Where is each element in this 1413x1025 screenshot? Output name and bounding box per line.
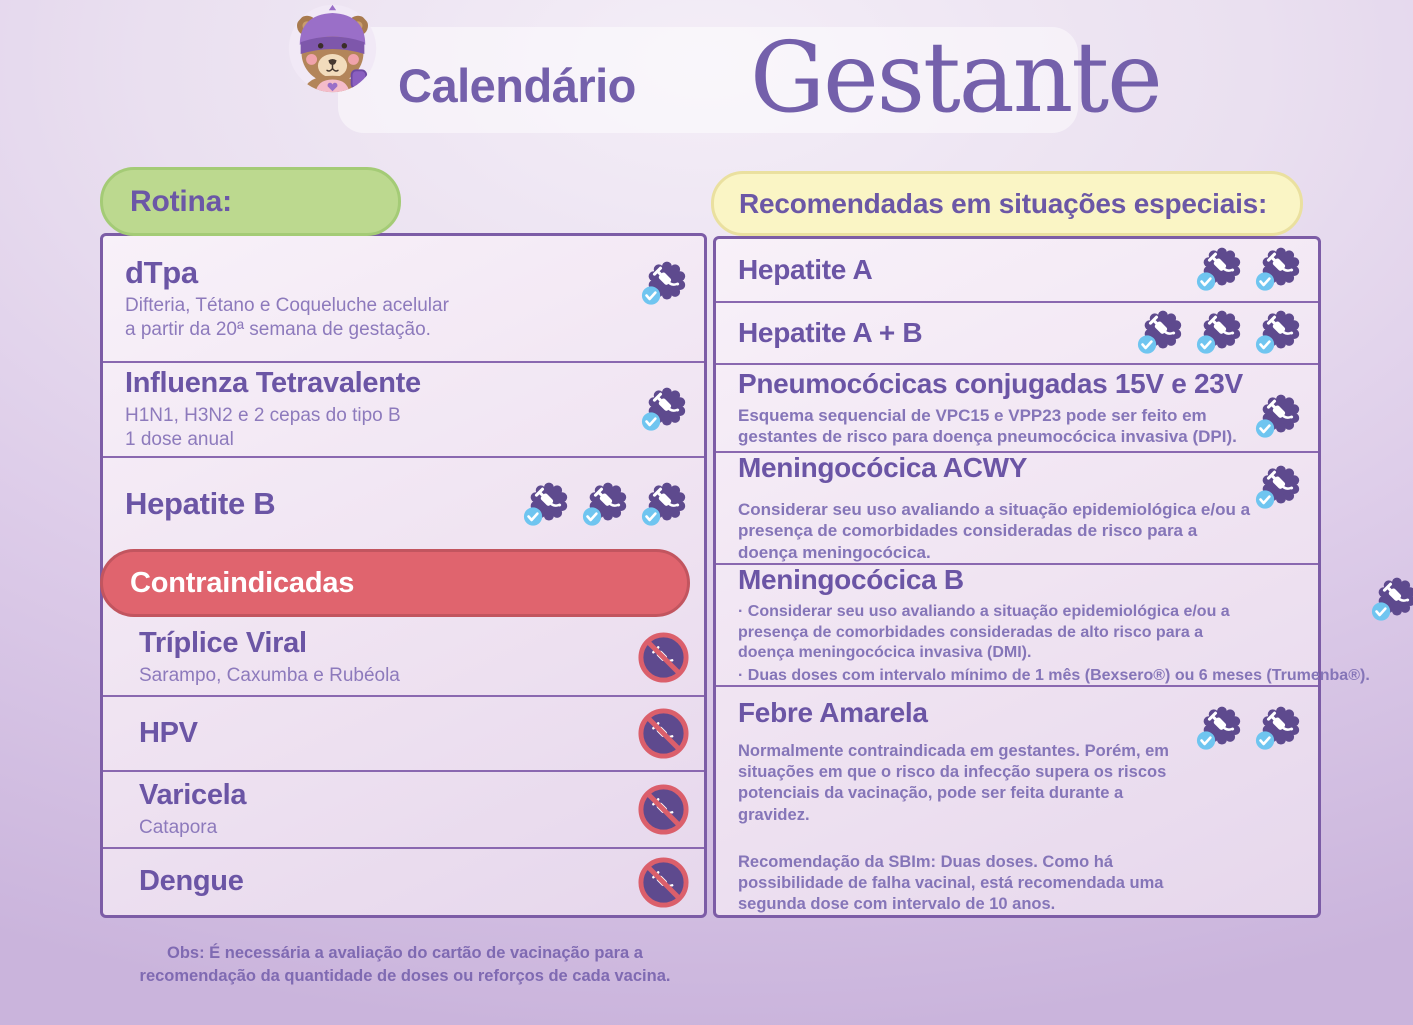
vaccine-dose-badge-icon (641, 261, 686, 305)
vaccine-row-hepatite-a-b: Hepatite A + B (716, 303, 1318, 366)
vaccine-description: Normalmente contraindicada em gestantes.… (738, 742, 1169, 824)
vaccine-description: a partir da 20ª semana de gestação. (125, 318, 431, 340)
prohibited-vaccine-icon (638, 632, 689, 683)
vaccine-name: Dengue (139, 865, 244, 898)
vaccine-dose-badge-icon (1196, 311, 1241, 355)
vaccine-name: Influenza Tetravalente (125, 367, 421, 400)
vaccine-row-hepatite-a: Hepatite A (716, 239, 1318, 303)
vaccine-description: · Duas doses com intervalo mínimo de 1 m… (738, 666, 1370, 684)
vaccine-name: Febre Amarela (738, 697, 928, 729)
vaccine-row-hepatite-b: Hepatite B (103, 458, 704, 550)
vaccine-dose-badge-icon (641, 387, 686, 431)
routine-section-label: Rotina: (100, 167, 401, 236)
vaccine-row-pneumococicas: Pneumocócicas conjugadas 15V e 23V Esque… (716, 365, 1318, 454)
vaccine-row-febre-amarela: Febre Amarela Normalmente contraindicada… (716, 687, 1318, 915)
dose-badges (1136, 309, 1304, 356)
vaccine-name: HPV (139, 716, 198, 749)
vaccine-description: Difteria, Tétano e Coqueluche acelular (125, 294, 449, 316)
vaccine-name: Hepatite A (738, 253, 873, 285)
vaccine-row-dtpa: dTpa Difteria, Tétano e Coqueluche acelu… (103, 236, 704, 363)
vaccine-dose-badge-icon (582, 482, 627, 526)
dose-badges (640, 386, 690, 433)
vaccine-dose-badge-icon (1137, 311, 1182, 355)
vaccine-name: Meningocócica ACWY (738, 452, 1028, 484)
vaccine-dose-badge-icon (1255, 247, 1300, 291)
title-banner (338, 27, 1078, 133)
vaccine-name: Hepatite B (125, 486, 276, 522)
vaccine-dose-badge-icon (1255, 706, 1300, 750)
vaccine-row-triplice-viral: Tríplice Viral Sarampo, Caxumba e Rubéol… (103, 620, 704, 697)
vaccine-row-hpv: HPV (103, 697, 704, 772)
vaccine-description: Recomendação da SBIm: Duas doses. Como h… (738, 852, 1164, 913)
vaccine-row-meningococica-acwy: Meningocócica ACWY Considerar seu uso av… (716, 452, 1318, 566)
vaccine-dose-badge-icon (1255, 465, 1300, 509)
vaccine-name: Tríplice Viral (139, 627, 307, 660)
special-situations-section-label: Recomendadas em situações especiais: (711, 171, 1303, 236)
vaccine-description: Considerar seu uso avaliando a situação … (738, 499, 1251, 563)
vaccine-dose-badge-icon (641, 482, 686, 526)
vaccine-description: Catapora (139, 816, 218, 838)
vaccine-dose-badge-icon (523, 482, 568, 526)
dose-badges (1254, 464, 1304, 511)
dose-badges (640, 260, 690, 307)
vaccine-dose-badge-icon (1371, 577, 1413, 621)
vaccine-description: H1N1, H3N2 e 2 cepas do tipo B (125, 404, 401, 426)
vaccine-row-varicela: Varicela Catapora (103, 772, 704, 849)
dose-badges (522, 481, 690, 528)
vaccine-name: Varicela (139, 779, 247, 812)
dose-badges (1195, 705, 1304, 752)
page-title-gestante: Gestante (750, 21, 1163, 136)
dose-badges (1370, 576, 1413, 623)
vaccine-name: Hepatite A + B (738, 316, 923, 348)
vaccine-description: Sarampo, Caxumba e Rubéola (139, 664, 400, 686)
prohibited-vaccine-icon (638, 856, 689, 908)
vaccine-dose-badge-icon (1255, 311, 1300, 355)
vaccine-description: 1 dose anual (125, 428, 234, 450)
footnote: Obs: É necessária a avaliação do cartão … (139, 944, 671, 986)
vaccine-dose-badge-icon (1196, 247, 1241, 291)
special-situations-panel: Hepatite A (713, 236, 1413, 918)
vaccine-dose-badge-icon (1255, 394, 1300, 438)
vaccine-description: Esquema sequencial de VPC15 e VPP23 pode… (738, 405, 1237, 447)
dose-badges (1254, 393, 1304, 440)
vaccine-row-influenza: Influenza Tetravalente H1N1, H3N2 e 2 ce… (103, 363, 704, 458)
vaccine-row-dengue: Dengue (103, 849, 704, 915)
vaccine-description: · Considerar seu uso avaliando a situaçã… (738, 603, 1230, 662)
vaccine-name: Pneumocócicas conjugadas 15V e 23V (738, 368, 1243, 400)
vaccine-row-meningococica-b: Meningocócica B · Considerar seu uso ava… (716, 564, 1413, 688)
prohibited-vaccine-icon (638, 708, 689, 759)
vaccine-dose-badge-icon (1196, 706, 1241, 750)
dose-badges (1195, 246, 1304, 293)
vaccine-name: dTpa (125, 255, 198, 291)
vaccine-name: Meningocócica B (738, 564, 964, 596)
prohibited-vaccine-icon (638, 784, 689, 835)
bear-mascot-icon (288, 4, 377, 93)
page-title-calendario: Calendário (398, 59, 636, 112)
contraindicated-section-label: Contraindicadas (100, 549, 690, 617)
